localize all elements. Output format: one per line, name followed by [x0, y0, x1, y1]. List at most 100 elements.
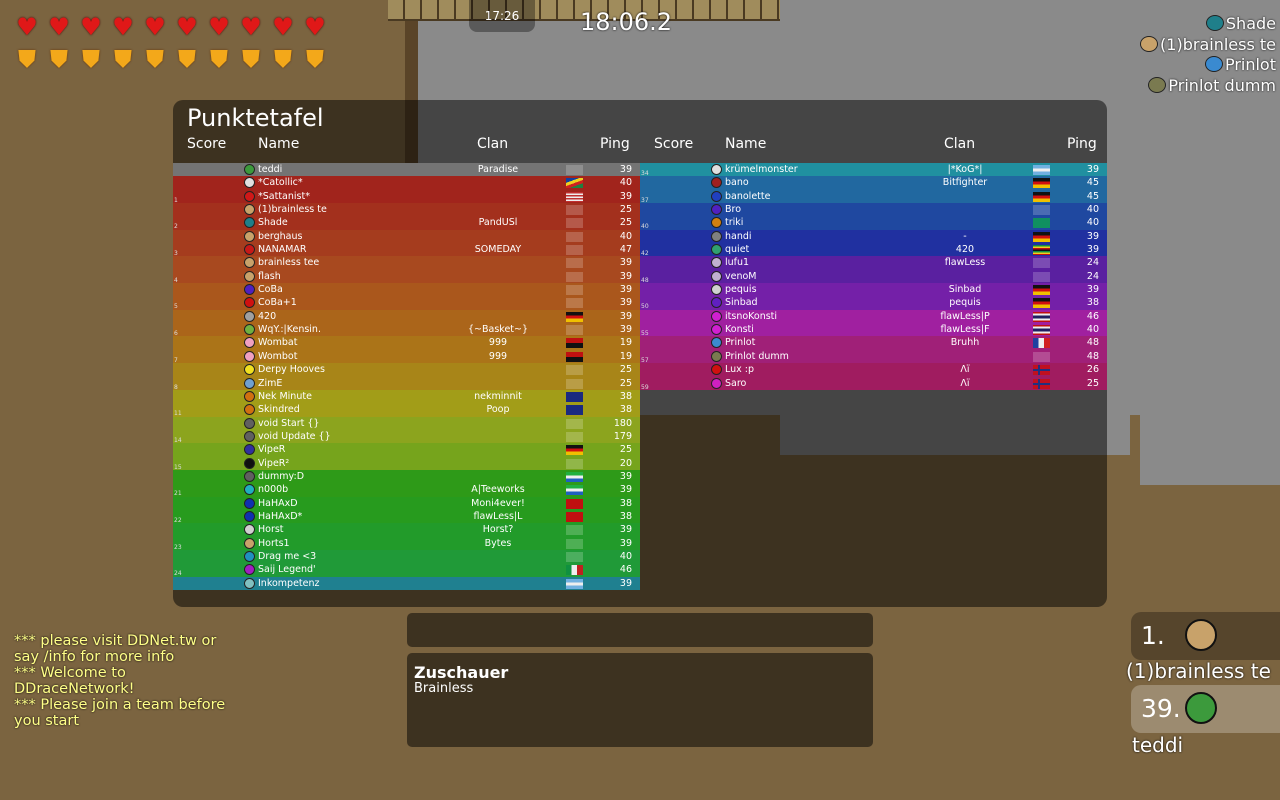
- player-row[interactable]: 40 triki 40: [640, 216, 1107, 230]
- player-row[interactable]: bano Bitfighter 45: [640, 176, 1107, 190]
- tee-avatar: [711, 244, 722, 256]
- tee-avatar: [711, 350, 722, 362]
- team-number: 57: [641, 356, 649, 364]
- player-row[interactable]: 2 Shade PandUSl 25: [173, 216, 640, 230]
- player-row[interactable]: 5 CoBa+1 39: [173, 296, 640, 310]
- player-row[interactable]: 37 banolette 45: [640, 189, 1107, 204]
- player-row[interactable]: itsnoKonsti flawLess|P 46: [640, 309, 1107, 324]
- player-row[interactable]: 23 Horts1 Bytes 39: [173, 536, 640, 551]
- country-flag-icon: [566, 165, 583, 175]
- tee-avatar: [1205, 15, 1224, 31]
- player-ping: 25: [619, 377, 632, 389]
- player-row[interactable]: 3 NANAMAR SOMEDAY 47: [173, 243, 640, 257]
- player-row[interactable]: CoBa 39: [173, 283, 640, 297]
- team-number: 59: [641, 383, 649, 391]
- player-row[interactable]: Inkompetenz 39: [173, 576, 640, 590]
- tee-avatar: [1140, 35, 1159, 52]
- player-clan: Bruhh: [950, 337, 980, 349]
- player-row[interactable]: (1)brainless te 25: [173, 203, 640, 217]
- player-row[interactable]: 8 ZimE 25: [173, 376, 640, 391]
- team-number: 40: [641, 223, 649, 231]
- player-name: pequis: [725, 284, 757, 296]
- nearby-player: Shade: [1140, 14, 1276, 35]
- player-clan: flawLess: [944, 257, 986, 269]
- country-flag-icon: [566, 205, 583, 216]
- player-row[interactable]: 14 void Update {} 179: [173, 429, 640, 444]
- country-flag-icon: [566, 445, 583, 456]
- shield-icon: ⛊: [50, 45, 68, 73]
- player-row[interactable]: 48 venoM 24: [640, 269, 1107, 284]
- tee-avatar: [711, 324, 722, 336]
- team-number: 23: [174, 543, 182, 551]
- player-row[interactable]: Prinlot Bruhh 48: [640, 336, 1107, 350]
- player-row[interactable]: void Start {} 180: [173, 416, 640, 430]
- player-row[interactable]: dummy:D 39: [173, 469, 640, 484]
- player-row[interactable]: 6 WqY.:|Kensin. {~Basket~} 39: [173, 323, 640, 337]
- player-row[interactable]: 1 *Sattanist* 39: [173, 189, 640, 204]
- armor-bar: ⛊ ⛊ ⛊ ⛊ ⛊ ⛊ ⛊ ⛊ ⛊ ⛊: [14, 46, 328, 72]
- country-flag-icon: [566, 378, 583, 389]
- player-name: Prinlot: [1224, 55, 1276, 74]
- tee-avatar: [244, 190, 255, 202]
- player-row[interactable]: 57 Prinlot dumm 48: [640, 349, 1107, 364]
- player-row[interactable]: Drag me <3 40: [173, 549, 640, 564]
- player-row[interactable]: 15 VipeR² 20: [173, 456, 640, 471]
- player-row[interactable]: Derpy Hooves 25: [173, 363, 640, 377]
- player-row[interactable]: 50 Sinbad pequis 38: [640, 296, 1107, 310]
- race-timer: 18:06.2: [580, 8, 673, 36]
- country-flag-icon: [566, 218, 583, 229]
- player-row[interactable]: Lux :p Λï 26: [640, 363, 1107, 377]
- country-flag-icon: [566, 298, 583, 309]
- player-row[interactable]: handi - 39: [640, 229, 1107, 244]
- player-name: (1)brainless te: [1160, 34, 1276, 54]
- player-name: Nek Minute: [258, 390, 312, 402]
- player-row[interactable]: 55 Konsti flawLess|F 40: [640, 323, 1107, 337]
- country-flag-icon: [566, 245, 583, 256]
- player-row[interactable]: brainless tee 39: [173, 256, 640, 270]
- player-row[interactable]: 4 flash 39: [173, 269, 640, 284]
- player-name: lufu1: [725, 257, 750, 269]
- player-row[interactable]: lufu1 flawLess 24: [640, 256, 1107, 270]
- country-flag-icon: [1033, 271, 1050, 282]
- chat-message: *** Welcome to DDraceNetwork!: [14, 665, 135, 697]
- country-flag-icon: [566, 178, 583, 189]
- tee-avatar: [244, 470, 255, 482]
- team-number: 50: [641, 303, 649, 311]
- tee-avatar: [711, 337, 722, 349]
- team-number: 37: [641, 196, 649, 204]
- player-clan: Bitfighter: [942, 177, 988, 189]
- vote-bar: [407, 613, 873, 647]
- player-row[interactable]: 21 n000b A|Teeworks 39: [173, 483, 640, 497]
- player-row[interactable]: 34 krümelmonster |*KoG*| 39: [640, 163, 1107, 177]
- player-clan: 999: [488, 350, 508, 362]
- player-row[interactable]: teddi Paradise 39: [173, 163, 640, 177]
- player-row[interactable]: 42 quiet 420 39: [640, 243, 1107, 257]
- player-row[interactable]: 22 HaHAxD* flawLess|L 38: [173, 509, 640, 524]
- player-row[interactable]: 7 Wombot 999 19: [173, 349, 640, 364]
- tee-avatar: [244, 324, 255, 336]
- player-row[interactable]: 24 Saij Legend' 46: [173, 563, 640, 577]
- player-row[interactable]: HaHAxD Moni4ever! 38: [173, 496, 640, 510]
- player-row[interactable]: Wombat 999 19: [173, 336, 640, 350]
- tee-avatar: [711, 230, 722, 242]
- player-row[interactable]: Bro 40: [640, 203, 1107, 217]
- country-flag-icon: [1033, 178, 1050, 189]
- player-ping: 39: [619, 310, 632, 322]
- player-row[interactable]: Nek Minute nekminnit 38: [173, 389, 640, 404]
- player-name: Prinlot dumm: [1168, 75, 1276, 95]
- player-row[interactable]: Horst Horst? 39: [173, 523, 640, 537]
- rank-name: teddi: [1132, 733, 1184, 757]
- player-name: flash: [258, 270, 281, 282]
- player-row[interactable]: berghaus 40: [173, 229, 640, 244]
- player-clan: A|Teeworks: [471, 484, 525, 496]
- player-row[interactable]: *Catollic* 40: [173, 176, 640, 190]
- player-row[interactable]: 11 Skindred Poop 38: [173, 403, 640, 417]
- rank-name: (1)brainless te: [1126, 659, 1271, 683]
- player-row[interactable]: VipeR 25: [173, 443, 640, 457]
- player-row[interactable]: pequis Sinbad 39: [640, 283, 1107, 297]
- player-row[interactable]: 420 39: [173, 309, 640, 324]
- player-name: teddi: [258, 164, 283, 175]
- player-row[interactable]: 59 Saro Λï 25: [640, 376, 1107, 391]
- player-ping: 40: [1086, 204, 1099, 216]
- country-flag-icon: [566, 191, 583, 202]
